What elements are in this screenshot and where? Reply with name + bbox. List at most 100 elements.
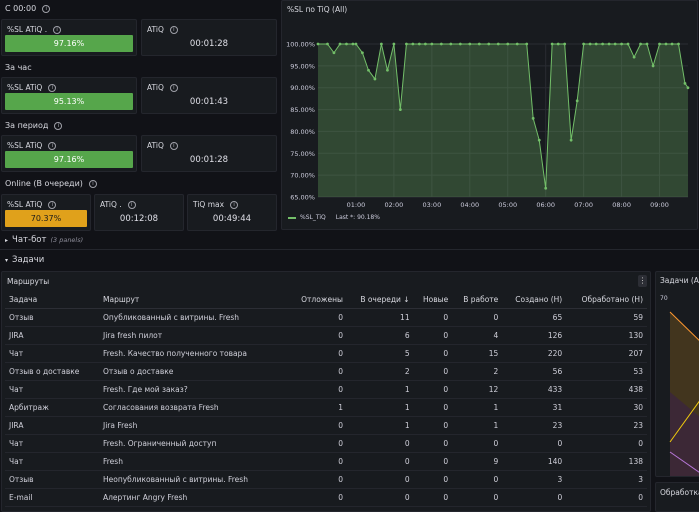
- data-point: [367, 68, 370, 72]
- table-cell: 0: [289, 380, 347, 399]
- online-atiq-panel: ATiQ .i 00:12:08: [94, 194, 184, 231]
- chart-legend[interactable]: %SL_TiQ Last *: 90.18%: [288, 214, 380, 221]
- info-icon[interactable]: i: [169, 83, 178, 92]
- info-icon[interactable]: i: [88, 179, 97, 188]
- data-point: [345, 42, 348, 46]
- data-point: [417, 42, 421, 46]
- column-header[interactable]: Создано (Н): [502, 292, 567, 309]
- table-row: JIRA Jira fresh пилот 0 6 0 4 126 130: [5, 326, 647, 345]
- table-row: Чат Fresh. Ограниченный доступ 0 0 0 0 0 0: [5, 434, 647, 453]
- data-point: [354, 42, 358, 46]
- table-row: E-mail Алертинг Angry Fresh 0 0 0 0 0 0: [5, 488, 647, 507]
- data-point: [398, 108, 402, 111]
- table-cell: 0: [289, 326, 347, 345]
- row-zadachi[interactable]: ▾ Задачи: [5, 255, 45, 265]
- data-point: [632, 55, 636, 59]
- table-cell: Чат: [5, 344, 99, 363]
- data-point: [686, 86, 690, 90]
- online-tiq-max-value: 00:49:44: [212, 214, 252, 224]
- data-point: [506, 42, 510, 46]
- table-cell: 0: [346, 488, 414, 507]
- series-area: [318, 44, 688, 197]
- table-cell: 9: [452, 452, 503, 471]
- chevron-down-icon: ▾: [5, 256, 9, 264]
- data-point: [575, 99, 579, 103]
- info-icon[interactable]: i: [127, 200, 136, 209]
- info-icon[interactable]: i: [48, 83, 57, 92]
- table-cell: 4: [452, 326, 503, 345]
- table-cell: Опубликованный с витрины. Fresh: [99, 308, 289, 327]
- table-cell: 0: [502, 434, 567, 453]
- data-point: [594, 42, 598, 46]
- table-cell: 3: [566, 470, 647, 489]
- atiq-panel-1: ATiQ i 00:01:28: [141, 19, 277, 56]
- online-atiq-value: 00:12:08: [119, 214, 159, 224]
- table-cell: Отзыв: [5, 308, 99, 327]
- x-tick-label: 07:00: [574, 201, 593, 209]
- data-point: [658, 42, 661, 46]
- table-cell: Fresh. Качество полученного товара: [99, 344, 289, 363]
- sl-atiq-panel-3: %SL ATiQ i 97.16%: [1, 135, 137, 172]
- table-cell: Алертинг Angry Fresh: [99, 488, 289, 507]
- info-icon[interactable]: i: [54, 121, 63, 130]
- chart-title: %SL по TiQ (All): [287, 5, 348, 14]
- info-icon[interactable]: i: [48, 200, 57, 209]
- data-point: [405, 42, 408, 46]
- table-cell: 0: [413, 434, 453, 453]
- table-cell: 0: [413, 344, 453, 363]
- data-point: [468, 42, 472, 46]
- data-point: [379, 42, 383, 46]
- data-point: [525, 42, 529, 46]
- data-point: [373, 77, 377, 81]
- column-header[interactable]: Маршрут: [99, 292, 289, 309]
- info-icon[interactable]: i: [169, 25, 178, 34]
- data-point: [439, 42, 443, 46]
- divider: [0, 249, 699, 250]
- column-header[interactable]: Задача: [5, 292, 99, 309]
- y-tick-label: 95.00%: [290, 62, 315, 70]
- table-cell: Чат: [5, 380, 99, 399]
- data-point: [607, 42, 611, 46]
- info-icon[interactable]: i: [48, 141, 57, 150]
- table-cell: JIRA: [5, 416, 99, 435]
- y-tick-label: 90.00%: [290, 84, 315, 92]
- column-header[interactable]: В работе: [452, 292, 503, 309]
- data-point: [677, 42, 680, 46]
- table-cell: 438: [566, 380, 647, 399]
- table-cell: Арбитраж: [5, 398, 99, 417]
- data-point: [515, 42, 519, 46]
- data-point: [392, 42, 396, 46]
- info-icon[interactable]: i: [169, 141, 178, 150]
- legend-color-swatch: [288, 216, 296, 219]
- column-header[interactable]: Отложены: [289, 292, 347, 309]
- data-point: [582, 42, 586, 46]
- info-icon[interactable]: i: [53, 25, 62, 34]
- panel-menu-icon[interactable]: ⋮: [638, 275, 647, 287]
- sl-value-bar: 97.16%: [5, 151, 133, 168]
- table-row: Арбитраж Согласования возврата Fresh 1 1 0 1 3…: [5, 398, 647, 417]
- info-icon[interactable]: i: [230, 200, 239, 209]
- section-title-online: Online (В очереди) i: [5, 179, 97, 188]
- data-point: [537, 138, 541, 142]
- table-cell: 0: [289, 362, 347, 381]
- table-cell: 56: [502, 362, 567, 381]
- table-cell: 0: [452, 488, 503, 507]
- column-header[interactable]: Новые: [413, 292, 453, 309]
- online-tiq-max-panel: TiQ max i 00:49:44: [187, 194, 277, 231]
- sl-atiq-panel-1: %SL ATiQ .i 97.16%: [1, 19, 137, 56]
- data-point: [645, 42, 649, 46]
- column-header[interactable]: Обработано (Н): [566, 292, 647, 309]
- atiq-value: 00:01:43: [189, 97, 229, 107]
- info-icon[interactable]: i: [42, 4, 51, 13]
- table-cell: 2: [346, 362, 414, 381]
- table-cell: 0: [413, 470, 453, 489]
- table-cell: 140: [502, 452, 567, 471]
- row-chat-bot[interactable]: ▸ Чат-бот (3 panels): [5, 235, 84, 245]
- column-header[interactable]: В очереди ↓: [346, 292, 414, 309]
- section-title-c0000: С 00:00 i: [5, 4, 51, 13]
- data-point: [458, 42, 462, 46]
- table-row: JIRA Jira Fresh 0 1 0 1 23 23: [5, 416, 647, 435]
- table-cell: 1: [346, 380, 414, 399]
- table-cell: 0: [452, 434, 503, 453]
- table-header: Задача Маршрут Отложены В очереди ↓ Новые В р…: [5, 292, 647, 309]
